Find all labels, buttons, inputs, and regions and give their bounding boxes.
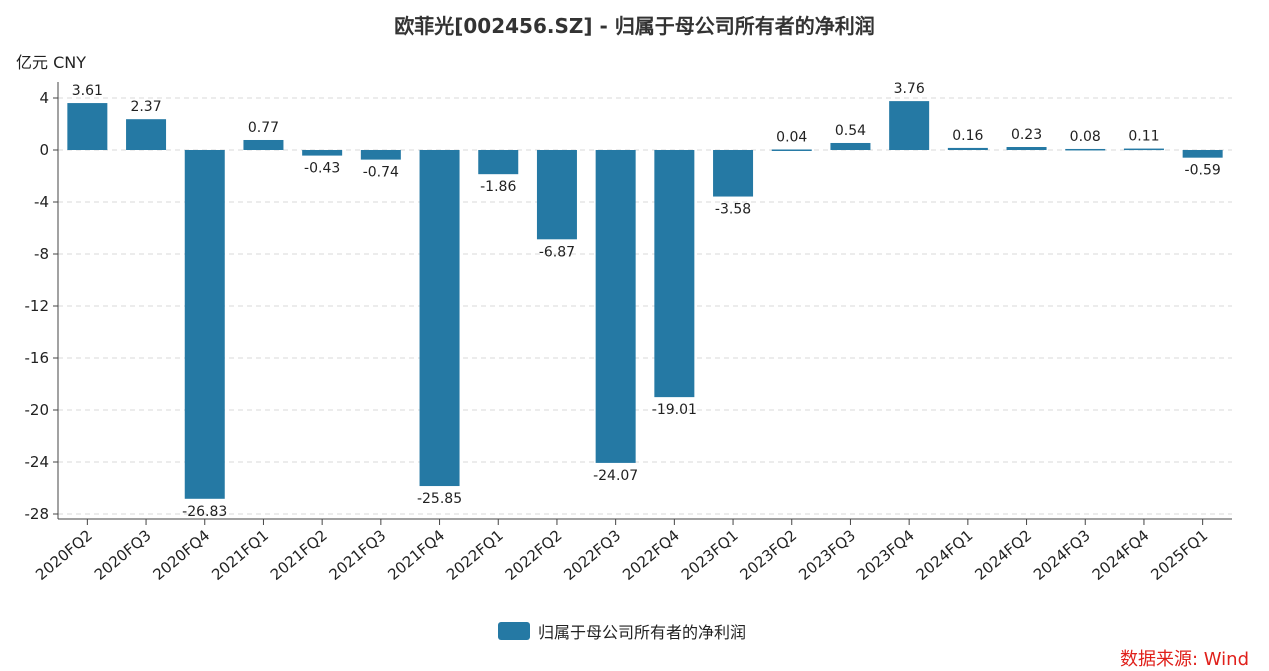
data-label: -0.59: [1185, 163, 1221, 179]
bar: [771, 149, 812, 151]
x-tick-label: 2024FQ2: [971, 526, 1035, 584]
bar: [1006, 147, 1047, 150]
x-tick-label: 2022FQ2: [502, 526, 566, 584]
bar: [184, 150, 225, 499]
y-tick-label: -28: [25, 505, 50, 523]
bar: [1123, 148, 1164, 151]
bar: [947, 147, 988, 150]
data-label: 0.54: [835, 123, 866, 139]
x-tick-label: 2020FQ3: [91, 526, 155, 584]
data-label: 0.16: [952, 128, 983, 144]
legend-label: 归属于母公司所有者的净利润: [538, 623, 747, 642]
bar: [419, 150, 460, 487]
bar: [595, 150, 636, 463]
data-label: 3.61: [72, 83, 103, 99]
data-label: -1.86: [480, 179, 516, 195]
y-axis-unit-label: 亿元 CNY: [16, 53, 87, 72]
data-label: 0.04: [776, 129, 807, 145]
bar: [360, 150, 401, 160]
y-tick-label: -12: [25, 297, 50, 315]
data-label: 0.11: [1128, 129, 1159, 145]
bar: [830, 142, 871, 150]
bar: [1182, 150, 1223, 158]
data-label: 0.23: [1011, 127, 1042, 143]
bar: [654, 150, 695, 398]
data-label: 0.08: [1070, 129, 1101, 145]
bar: [243, 139, 284, 150]
legend[interactable]: 归属于母公司所有者的净利润: [498, 619, 746, 643]
bar: [126, 119, 167, 150]
data-source-label: 数据来源: Wind: [1119, 649, 1249, 670]
bar-chart: 4 0 -4 -8 -12 -16 -20 -24 -28 3.61 2020FQ2 2.37 2020…: [25, 81, 1232, 584]
x-tick-label: 2025FQ1: [1147, 526, 1211, 584]
x-tick-label: 2021FQ4: [384, 526, 448, 584]
bar: [478, 150, 519, 175]
data-label: -25.85: [417, 491, 462, 507]
data-label: 0.77: [248, 120, 279, 136]
x-tick-label: 2020FQ4: [150, 526, 214, 584]
data-label: -26.83: [182, 504, 227, 520]
x-tick-label: 2023FQ4: [854, 526, 918, 584]
data-label: -0.43: [304, 161, 340, 177]
x-tick-label: 2023FQ2: [737, 526, 801, 584]
x-tick-label: 2021FQ3: [326, 526, 390, 584]
y-tick-label: -16: [25, 349, 50, 367]
y-tick-label: -24: [25, 453, 50, 471]
bar: [67, 103, 108, 150]
x-tick-label: 2021FQ1: [208, 526, 272, 584]
data-label: -19.01: [652, 402, 697, 418]
y-tick-label: 4: [39, 89, 49, 107]
data-label: -24.07: [593, 468, 638, 484]
y-tick-label: -20: [25, 401, 50, 419]
x-tick-label: 2024FQ4: [1089, 526, 1153, 584]
y-tick-label: -4: [34, 193, 49, 211]
legend-swatch: [498, 622, 530, 640]
data-label: -6.87: [539, 244, 575, 260]
data-label: 2.37: [130, 99, 161, 115]
x-tick-label: 2024FQ1: [913, 526, 977, 584]
bar: [1065, 148, 1106, 151]
bar: [302, 150, 343, 156]
x-tick-label: 2022FQ3: [560, 526, 624, 584]
chart-title: 欧菲光[002456.SZ] - 归属于母公司所有者的净利润: [394, 14, 875, 38]
x-tick-label: 2022FQ1: [443, 526, 507, 584]
bar: [713, 150, 754, 197]
data-label: 3.76: [894, 81, 925, 97]
x-tick-label: 2021FQ2: [267, 526, 331, 584]
x-tick-label: 2024FQ3: [1030, 526, 1094, 584]
data-label: -0.74: [363, 165, 399, 181]
data-label: -3.58: [715, 202, 751, 218]
x-tick-label: 2023FQ3: [795, 526, 859, 584]
bar: [536, 150, 577, 240]
x-tick-label: 2022FQ4: [619, 526, 683, 584]
x-tick-label: 2023FQ1: [678, 526, 742, 584]
y-tick-label: -8: [34, 245, 49, 263]
y-tick-label: 0: [39, 141, 49, 159]
bar: [889, 101, 930, 150]
x-tick-label: 2020FQ2: [32, 526, 96, 584]
